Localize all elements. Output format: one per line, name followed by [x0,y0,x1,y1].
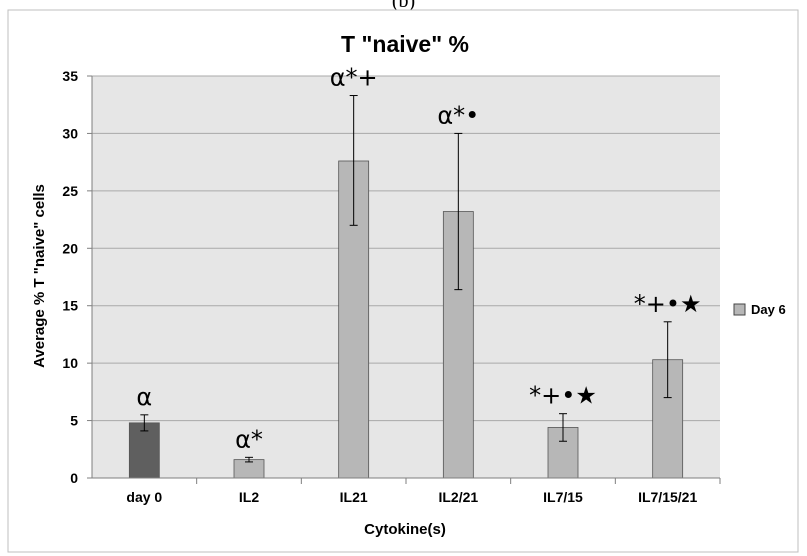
y-tick-label: 35 [62,68,78,84]
annotation-1: α* [235,425,263,453]
y-tick-label: 25 [62,183,78,199]
significance-annotations: α α* α*+ α*• *+•★ *+•★ [136,64,701,454]
legend: Day 6 [733,302,786,317]
x-tick-label: IL21 [340,489,368,505]
legend-swatch [733,303,746,316]
y-axis-ticks: 0 5 10 15 20 25 30 35 [62,68,92,486]
bar-0 [128,422,160,479]
y-tick-label: 30 [62,125,78,141]
panel-label: (b) [391,0,416,12]
y-tick-label: 15 [62,298,78,314]
annotation-3: α*• [437,101,479,129]
legend-label: Day 6 [751,302,786,317]
y-tick-label: 5 [70,413,78,429]
x-tick-label: day 0 [126,489,162,505]
x-axis-label: Cytokine(s) [364,521,446,538]
y-tick-label: 20 [62,240,78,256]
annotation-4: *+•★ [529,382,597,410]
y-tick-label: 0 [70,470,78,486]
error-bars [140,95,672,463]
y-tick-label: 10 [62,355,78,371]
x-tick-label: IL7/15 [543,489,583,505]
annotation-2: α*+ [330,64,378,92]
x-tick-label: IL7/15/21 [638,489,697,505]
gridlines [92,75,720,422]
annotation-0: α [136,383,152,411]
y-axis-label: Average % T "naive" cells [31,184,48,368]
x-axis-ticks: day 0 IL2 IL21 IL2/21 IL7/15 IL7/15/21 [126,478,721,505]
chart-title: T "naive" % [341,31,469,57]
plot-area [92,76,720,478]
annotation-5: *+•★ [634,290,702,318]
x-tick-label: IL2 [239,489,259,505]
x-tick-label: IL2/21 [438,489,478,505]
